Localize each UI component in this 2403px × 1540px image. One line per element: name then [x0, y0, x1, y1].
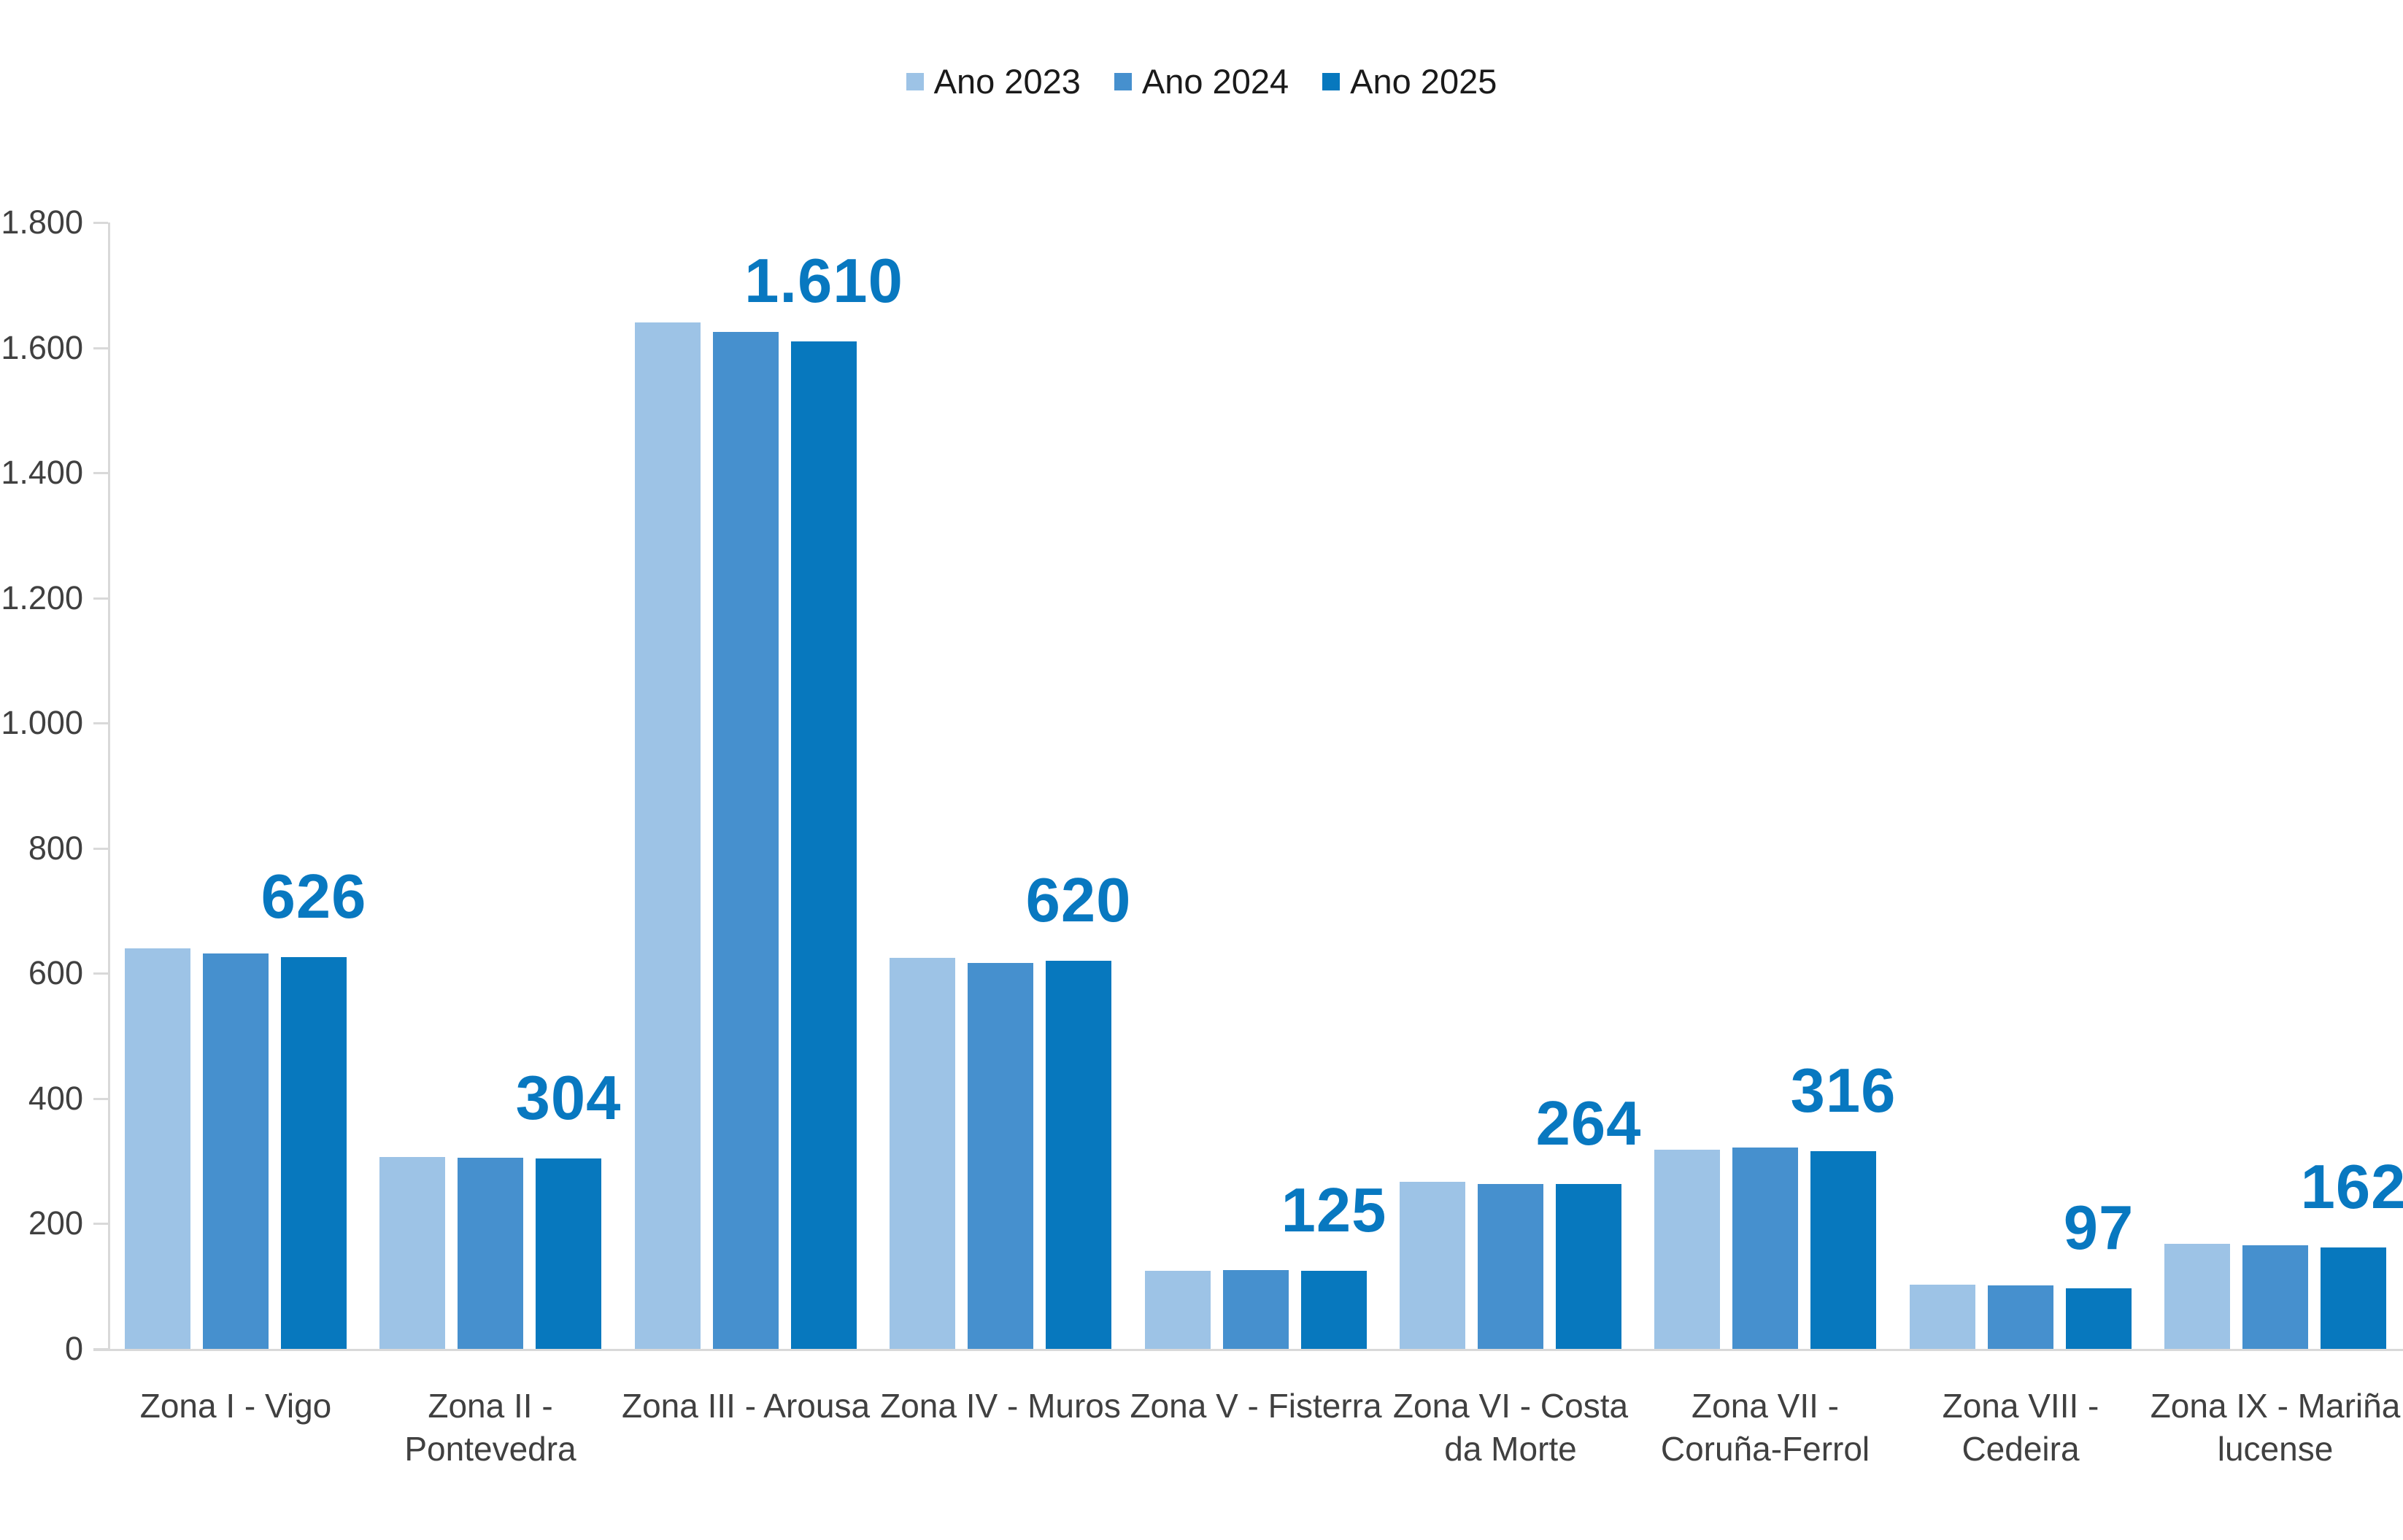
bar-ano-2023-group6 — [1400, 1182, 1465, 1349]
legend-label: Ano 2023 — [933, 62, 1081, 101]
data-label: 1.610 — [744, 247, 903, 316]
bar-ano-2023-group2 — [379, 1157, 445, 1349]
y-axis-tick-label: 800 — [28, 829, 83, 867]
bar-ano-2024-group3 — [713, 332, 779, 1349]
bar-ano-2023-group8 — [1910, 1285, 1975, 1349]
bar-ano-2024-group6 — [1478, 1184, 1543, 1349]
y-axis-tick-label: 1.000 — [1, 704, 83, 742]
x-axis-category-label: Zona VI - Costa da Morte — [1392, 1387, 1629, 1468]
bar-ano-2025-group3 — [791, 341, 857, 1349]
bar-ano-2023-group4 — [890, 958, 955, 1349]
bar-ano-2024-group5 — [1223, 1270, 1289, 1349]
y-axis-tick — [93, 222, 108, 224]
x-axis-category-label: Zona I - Vigo — [139, 1387, 332, 1425]
bar-ano-2023-group3 — [635, 322, 701, 1349]
y-axis-tick — [93, 722, 108, 725]
data-label: 316 — [1790, 1056, 1897, 1126]
bar-ano-2023-group7 — [1654, 1150, 1720, 1349]
legend-item-ano-2025: Ano 2025 — [1322, 61, 1497, 101]
bar-ano-2024-group1 — [203, 953, 269, 1349]
y-axis-tick-label: 0 — [64, 1330, 83, 1367]
bar-ano-2025-group2 — [536, 1158, 601, 1349]
y-axis-tick — [93, 472, 108, 475]
legend-label: Ano 2024 — [1141, 62, 1289, 101]
bar-ano-2023-group5 — [1145, 1271, 1211, 1349]
y-axis-tick-label: 1.400 — [1, 454, 83, 492]
bar-ano-2024-group9 — [2242, 1245, 2308, 1349]
data-label: 264 — [1535, 1089, 1642, 1158]
y-axis-tick — [93, 597, 108, 600]
bar-ano-2023-group9 — [2164, 1244, 2230, 1349]
bar-ano-2023-group1 — [125, 948, 190, 1349]
bar-ano-2025-group6 — [1556, 1184, 1621, 1349]
legend-item-ano-2024: Ano 2024 — [1114, 61, 1289, 101]
x-axis-category-label: Zona IX - Mariña lucense — [2150, 1387, 2401, 1468]
x-axis-category-label: Zona III - Arousa — [621, 1387, 871, 1425]
bar-ano-2025-group4 — [1046, 961, 1111, 1349]
x-axis-category-label: Zona VIII - Cedeira — [1942, 1387, 2099, 1468]
bar-ano-2025-group8 — [2066, 1288, 2132, 1349]
y-axis-tick-label: 400 — [28, 1079, 83, 1117]
y-axis-tick — [93, 1348, 108, 1350]
bar-ano-2024-group4 — [968, 963, 1033, 1349]
data-label: 97 — [2063, 1193, 2134, 1263]
data-label: 626 — [261, 862, 367, 932]
bar-ano-2024-group8 — [1988, 1285, 2053, 1349]
y-axis-tick — [93, 847, 108, 850]
legend-item-ano-2023: Ano 2023 — [906, 61, 1081, 101]
data-label: 620 — [1025, 866, 1132, 935]
chart-legend: Ano 2023 Ano 2024 Ano 2025 — [0, 61, 2403, 101]
legend-swatch-icon — [1114, 72, 1132, 90]
data-label: 162 — [2300, 1153, 2403, 1222]
y-axis-line — [108, 223, 110, 1349]
y-axis-tick-label: 200 — [28, 1204, 83, 1242]
legend-swatch-icon — [1322, 72, 1341, 90]
bar-ano-2025-group5 — [1301, 1271, 1367, 1349]
y-axis-tick-label: 600 — [28, 954, 83, 992]
x-axis-line — [93, 1349, 2403, 1351]
bar-ano-2024-group7 — [1732, 1148, 1798, 1349]
y-axis-tick-label: 1.800 — [1, 204, 83, 241]
data-label: 304 — [515, 1064, 622, 1133]
legend-label: Ano 2025 — [1350, 62, 1497, 101]
bar-ano-2025-group1 — [281, 957, 347, 1349]
data-label: 125 — [1281, 1176, 1387, 1245]
x-axis-category-label: Zona VII - Coruña-Ferrol — [1660, 1387, 1870, 1468]
y-axis-tick — [93, 1223, 108, 1226]
bar-ano-2024-group2 — [458, 1158, 523, 1349]
legend-swatch-icon — [906, 72, 924, 90]
y-axis-tick — [93, 972, 108, 975]
bar-ano-2025-group7 — [1810, 1151, 1876, 1349]
x-axis-category-label: Zona II - Pontevedra — [404, 1387, 576, 1468]
y-axis-tick — [93, 1097, 108, 1100]
y-axis-tick-label: 1.200 — [1, 579, 83, 616]
x-axis-category-label: Zona V - Fisterra — [1130, 1387, 1382, 1425]
bar-ano-2025-group9 — [2321, 1247, 2386, 1349]
x-axis-category-label: Zona IV - Muros — [880, 1387, 1121, 1425]
y-axis-tick-label: 1.600 — [1, 328, 83, 366]
y-axis-tick — [93, 347, 108, 349]
